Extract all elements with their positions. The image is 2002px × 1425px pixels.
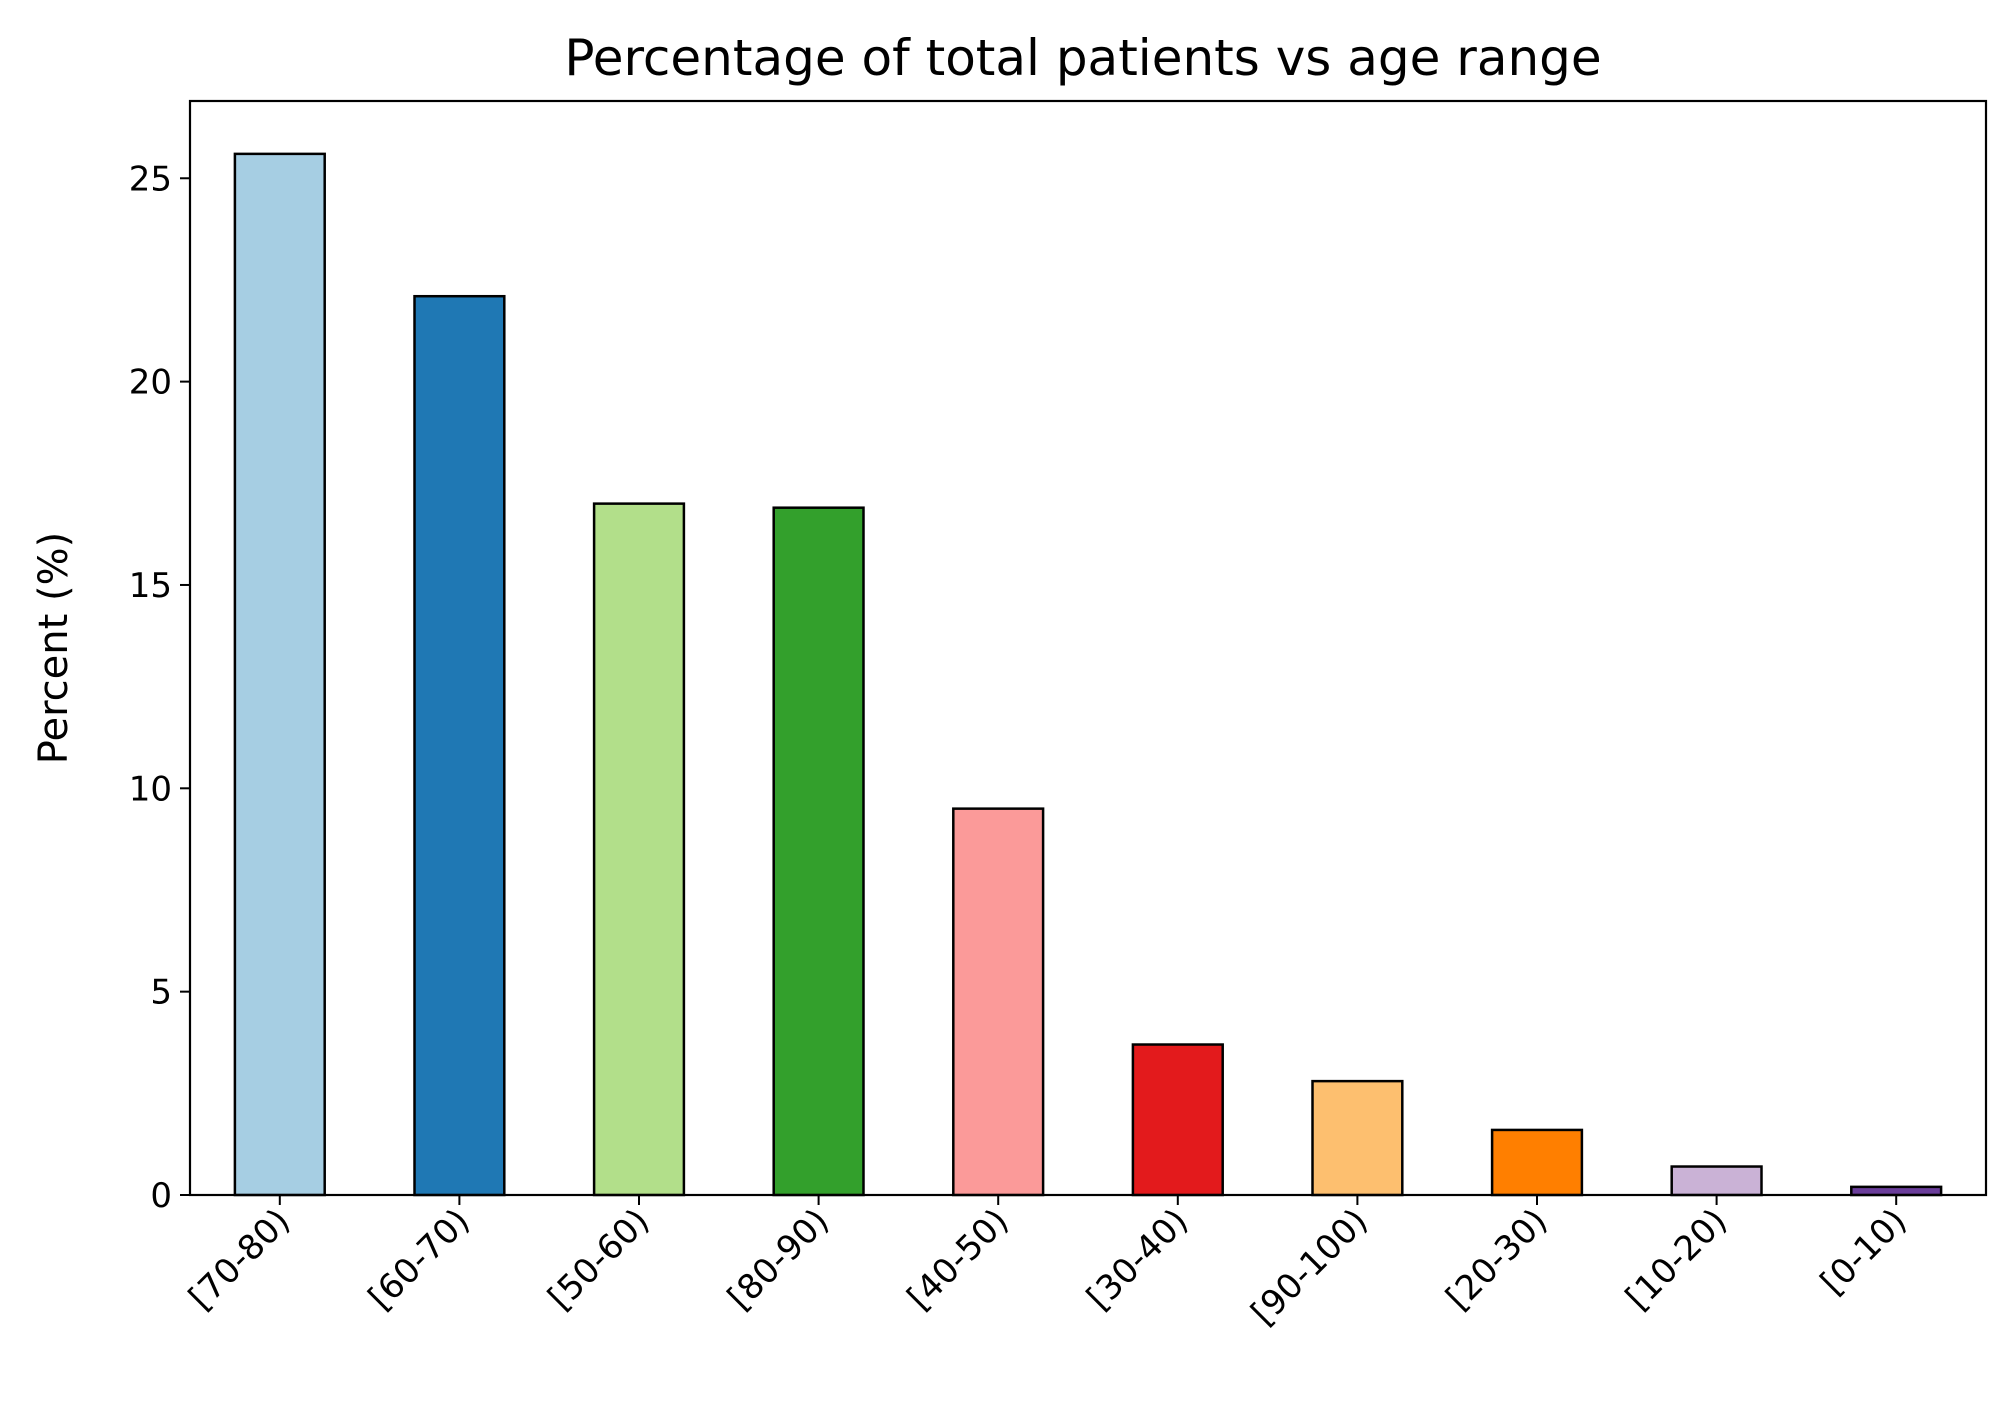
x-tick-label: [40-50) [900, 1201, 1017, 1318]
bar-[80-90) [772, 506, 865, 1197]
y-tick-label: 10 [129, 769, 172, 809]
x-tick-label: [10-20) [1618, 1201, 1735, 1318]
x-tick-label: [60-70) [361, 1201, 478, 1318]
bar-[50-60) [592, 502, 686, 1197]
x-tick-label: [30-40) [1079, 1201, 1196, 1318]
y-tick-label: 20 [129, 363, 172, 403]
y-axis-ticks: 0 5 10 15 20 25 [129, 159, 190, 1216]
x-tick-label: [80-90) [720, 1201, 837, 1318]
y-tick-label: 25 [129, 159, 172, 199]
x-tick-label: [20-30) [1438, 1201, 1555, 1318]
bar-[20-30) [1490, 1128, 1584, 1197]
y-axis-label: Percent (%) [31, 532, 77, 764]
bar-[0-10) [1850, 1185, 1943, 1197]
y-tick-label: 0 [150, 1176, 172, 1216]
x-tick-label: [90-100) [1244, 1201, 1376, 1333]
bar-[70-80) [233, 152, 326, 1197]
x-axis-ticks: [70-80) [60-70) [50-60) [80-90) [40-50) [30-4… [181, 1195, 1915, 1333]
bar-[60-70) [413, 294, 506, 1197]
bar-[30-40) [1131, 1043, 1224, 1197]
bars-group [233, 152, 1943, 1197]
bar-[40-50) [952, 807, 1045, 1197]
x-tick-label: [50-60) [540, 1201, 657, 1318]
bar-[10-20) [1670, 1165, 1763, 1197]
x-tick-label: [70-80) [181, 1201, 298, 1318]
bar-[90-100) [1311, 1079, 1404, 1197]
x-tick-label: [0-10) [1813, 1201, 1915, 1303]
chart-title: Percentage of total patients vs age rang… [564, 29, 1601, 87]
y-tick-label: 15 [129, 566, 172, 606]
y-tick-label: 5 [150, 973, 172, 1013]
plot-frame [188, 99, 1988, 1197]
